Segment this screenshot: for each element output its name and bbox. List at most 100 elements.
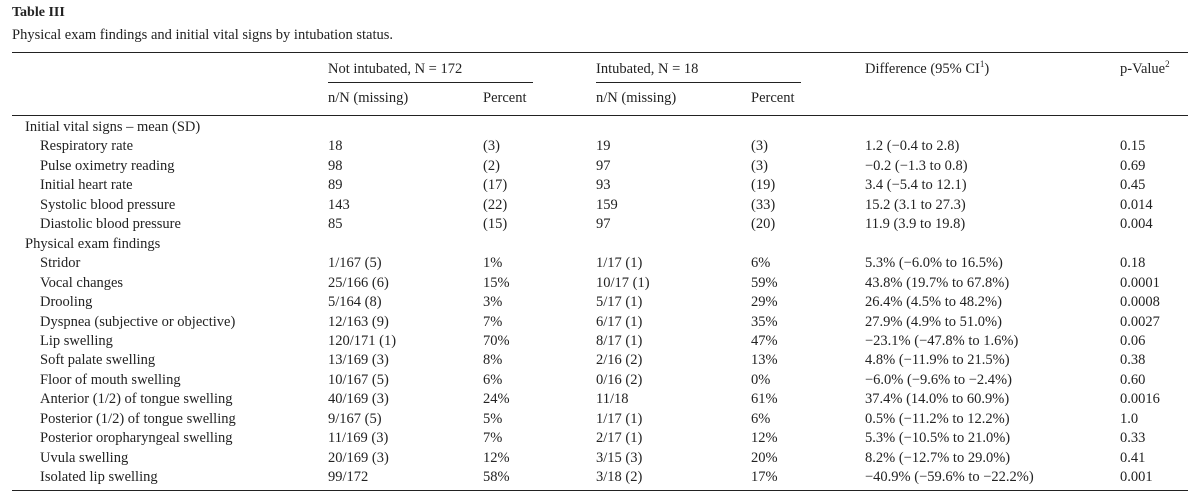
cell: −23.1% (−47.8% to 1.6%) (865, 332, 1019, 349)
sub-header: n/N (missing) (596, 90, 677, 106)
cell: 3/18 (2) (596, 469, 643, 486)
cell: 0.33 (1120, 430, 1146, 447)
cell: 98 (328, 157, 343, 174)
cell: 26.4% (4.5% to 48.2%) (865, 294, 1002, 311)
top-rule (12, 52, 1188, 53)
row-label: Vocal changes (40, 274, 124, 291)
cell: 70% (483, 332, 510, 349)
cell: 18 (328, 138, 343, 155)
cell: (22) (483, 196, 508, 213)
footnote-mark: 1 (979, 59, 985, 69)
cell: 6% (751, 410, 771, 427)
difference-header: Difference (95% CI1) (865, 60, 989, 78)
cell: 0.014 (1120, 196, 1153, 213)
row-label: Drooling (40, 294, 93, 311)
cell: 0.38 (1120, 352, 1146, 369)
cell: 12/163 (9) (328, 313, 389, 330)
row-label: Systolic blood pressure (40, 196, 176, 213)
header-rule (12, 115, 1188, 116)
cell: 19 (596, 138, 611, 155)
row-label: Isolated lip swelling (40, 469, 158, 486)
cell: 0.004 (1120, 216, 1153, 233)
cell: 1% (483, 255, 503, 272)
cell: 17% (751, 469, 778, 486)
sub-header: Percent (483, 90, 527, 106)
cell: 10/167 (5) (328, 371, 389, 388)
pvalue-header: p-Value2 (1120, 60, 1170, 78)
cell: (19) (751, 177, 776, 194)
cell: 89 (328, 177, 343, 194)
cell: 8.2% (−12.7% to 29.0%) (865, 449, 1011, 466)
cell: 7% (483, 313, 503, 330)
cell: 99/172 (328, 469, 369, 486)
cell: 5.3% (−6.0% to 16.5%) (865, 255, 1003, 272)
row-label: Lip swelling (40, 332, 113, 349)
cell: 11.9 (3.9 to 19.8) (865, 216, 966, 233)
row-label: Diastolic blood pressure (40, 216, 181, 233)
cell: 0.41 (1120, 449, 1146, 466)
cell: 25/166 (6) (328, 274, 389, 291)
cell: 12% (751, 430, 778, 447)
cell: 6% (483, 371, 503, 388)
cell: 5/164 (8) (328, 294, 382, 311)
cell: 12% (483, 449, 510, 466)
header-text: ) (984, 61, 990, 77)
cell: 1/17 (1) (596, 255, 643, 272)
cell: 3% (483, 294, 503, 311)
cell: 29% (751, 294, 778, 311)
group-header: Intubated, N = 18 (596, 61, 699, 77)
cell: 27.9% (4.9% to 51.0%) (865, 313, 1002, 330)
cell: (17) (483, 177, 508, 194)
cell: 0.60 (1120, 371, 1146, 388)
row-label: Floor of mouth swelling (40, 371, 181, 388)
cell: 0.69 (1120, 157, 1146, 174)
row-label: Pulse oximetry reading (40, 157, 175, 174)
cell: 120/171 (1) (328, 332, 397, 349)
header-text: Difference (95% CI (865, 61, 980, 77)
cell: 47% (751, 332, 778, 349)
cell: −6.0% (−9.6% to −2.4%) (865, 371, 1012, 388)
sub-header: n/N (missing) (328, 90, 409, 106)
cell: 13/169 (3) (328, 352, 389, 369)
cell: 6/17 (1) (596, 313, 643, 330)
cell: 1/17 (1) (596, 410, 643, 427)
cell: 24% (483, 391, 510, 408)
cell: 3/15 (3) (596, 449, 643, 466)
cell: 0.5% (−11.2% to 12.2%) (865, 410, 1010, 427)
table-subtitle: Physical exam findings and initial vital… (12, 27, 393, 43)
cell: (2) (483, 157, 500, 174)
cell: 0.0016 (1120, 391, 1160, 408)
cell: 40/169 (3) (328, 391, 389, 408)
cell: 4.8% (−11.9% to 21.5%) (865, 352, 1010, 369)
cell: 0.18 (1120, 255, 1146, 272)
cell: −40.9% (−59.6% to −22.2%) (865, 469, 1034, 486)
group-rule (596, 82, 801, 83)
cell: 20/169 (3) (328, 449, 389, 466)
cell: 1.2 (−0.4 to 2.8) (865, 138, 960, 155)
section-title: Initial vital signs – mean (SD) (25, 119, 201, 135)
cell: 0.06 (1120, 332, 1146, 349)
cell: 43.8% (19.7% to 67.8%) (865, 274, 1010, 291)
cell: −0.2 (−1.3 to 0.8) (865, 157, 968, 174)
row-label: Posterior (1/2) of tongue swelling (40, 410, 236, 427)
cell: 37.4% (14.0% to 60.9%) (865, 391, 1010, 408)
section-title: Physical exam findings (25, 235, 161, 252)
cell: 10/17 (1) (596, 274, 650, 291)
group-rule (328, 82, 533, 83)
cell: 6% (751, 255, 771, 272)
cell: 61% (751, 391, 778, 408)
cell: 143 (328, 196, 350, 213)
cell: 8% (483, 352, 503, 369)
table-title: Table III (12, 5, 65, 20)
cell: 93 (596, 177, 611, 194)
cell: 3.4 (−5.4 to 12.1) (865, 177, 967, 194)
cell: 9/167 (5) (328, 410, 382, 427)
group-header: Not intubated, N = 172 (328, 61, 463, 77)
cell: (3) (751, 157, 768, 174)
footnote-mark: 2 (1165, 59, 1170, 69)
cell: 0.15 (1120, 138, 1146, 155)
row-label: Respiratory rate (40, 138, 134, 155)
cell: 20% (751, 449, 778, 466)
cell: 0/16 (2) (596, 371, 643, 388)
